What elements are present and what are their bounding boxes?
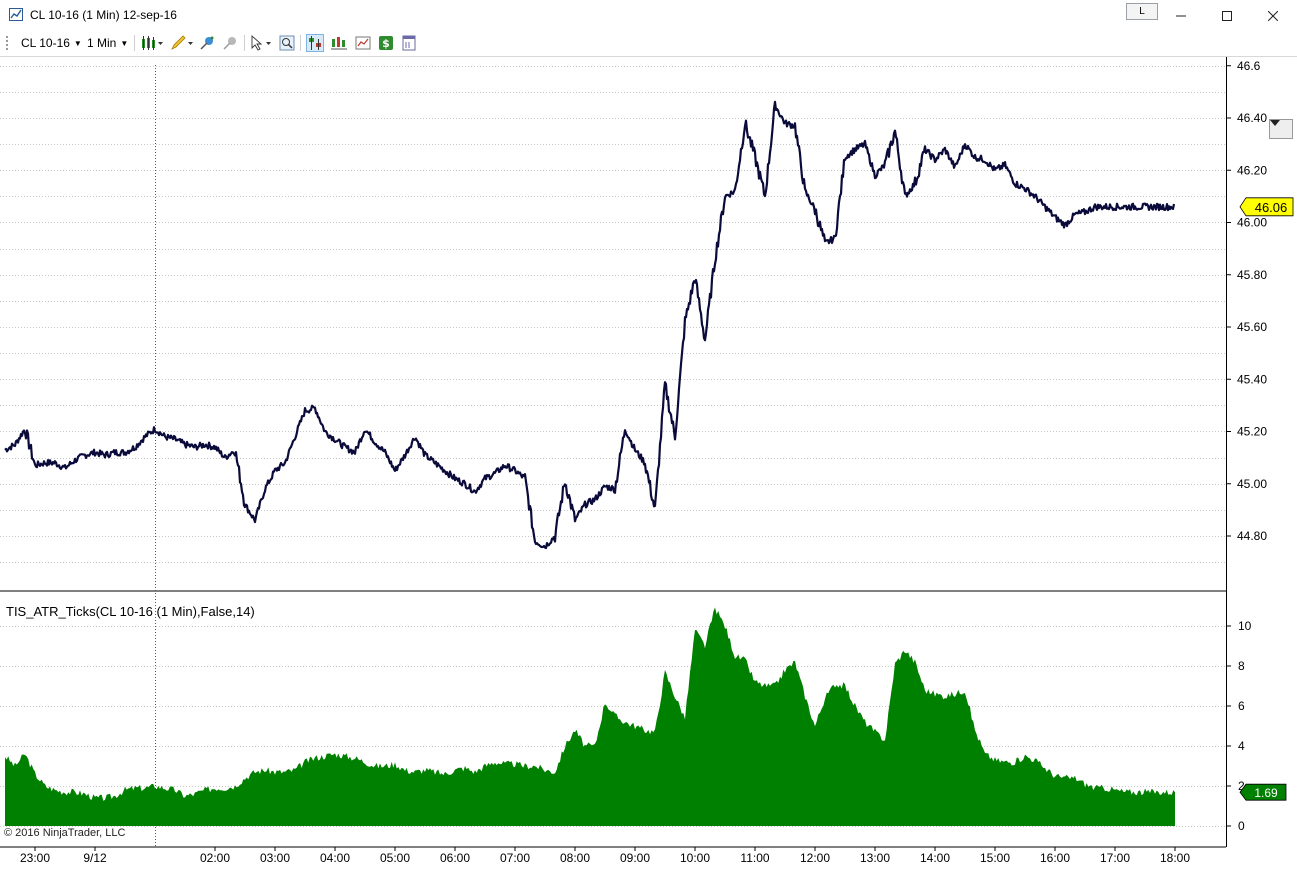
time-tick-label: 12:00 [800,851,830,865]
time-tick-label: 07:00 [500,851,530,865]
price-tick-label: 45.00 [1237,477,1267,491]
chart-style-icon[interactable] [331,35,347,51]
time-tick-label: 10:00 [680,851,710,865]
chart-area[interactable]: 44.80 45.00 45.20 45.40 45.60 45.80 46.00 46.20… [0,57,1297,879]
instrument-dropdown[interactable]: CL 10-16 ▼ [21,36,82,50]
price-tick-label: 46.6 [1237,59,1261,73]
instrument-label: CL 10-16 [21,36,70,50]
chart-canvas[interactable]: 44.80 45.00 45.20 45.40 45.60 45.80 46.00 46.20… [0,57,1297,879]
toolbar-separator [134,35,135,51]
price-tick-label: 45.60 [1237,320,1267,334]
atr-tick-label: 6 [1238,699,1245,713]
atr-axis-ticks: 0 2 4 6 8 10 [1226,619,1252,833]
pencil-draw-icon[interactable] [170,35,194,51]
time-tick-label: 23:00 [20,851,50,865]
link-button[interactable]: L [1126,3,1158,20]
price-tick-label: 46.20 [1237,163,1267,177]
time-tick-label: 06:00 [440,851,470,865]
zoom-icon[interactable] [279,35,295,51]
atr-last-label: 1.69 [1254,786,1278,800]
price-tick-label: 46.00 [1237,216,1267,230]
price-series-line [4,100,1176,550]
window-title: CL 10-16 (1 Min) 12-sep-16 [30,8,177,22]
time-tick-label: 17:00 [1100,851,1130,865]
time-tick-label: 03:00 [260,851,290,865]
interval-label: 1 Min [87,36,117,50]
atr-tick-label: 4 [1238,739,1245,753]
title-bar: CL 10-16 (1 Min) 12-sep-16 L [0,0,1297,31]
interval-dropdown[interactable]: 1 Min ▼ [87,36,128,50]
dollar-icon[interactable]: $ [378,35,394,51]
atr-last-box [1239,783,1287,801]
maximize-icon[interactable] [1204,0,1250,31]
price-tick-label: 44.80 [1237,529,1267,543]
chart-toolbar: CL 10-16 ▼ 1 Min ▼ [0,31,1297,57]
atr-last-marker: 1.69 [1239,783,1287,801]
pin-icon[interactable] [199,35,215,51]
time-tick-label: 08:00 [560,851,590,865]
copyright-notice: © 2016 NinjaTrader, LLC [4,827,126,839]
minimize-icon[interactable] [1158,0,1204,31]
template-icon[interactable] [401,35,417,51]
time-tick-label: 18:00 [1160,851,1190,865]
time-tick-label: 14:00 [920,851,950,865]
toolbar-grip[interactable] [6,36,10,50]
price-gridlines [0,66,1226,563]
chevron-down-icon: ▼ [73,38,82,48]
price-tick-label: 45.80 [1237,268,1267,282]
time-tick-label: 02:00 [200,851,230,865]
svg-text:$: $ [382,37,390,50]
time-tick-label: 04:00 [320,851,350,865]
price-tick-label: 45.40 [1237,372,1267,386]
bar-type-icon[interactable] [140,35,164,51]
last-price-marker: 46.06 [1239,197,1294,217]
toolbar-separator [244,35,245,51]
chevron-down-icon[interactable] [1269,119,1293,139]
chart-app-icon [9,8,23,21]
atr-area [5,607,1175,826]
indicator-pane-title: TIS_ATR_Ticks(CL 10-16 (1 Min),False,14) [6,604,255,619]
time-tick-label: 09:00 [620,851,650,865]
time-tick-label: 15:00 [980,851,1010,865]
price-tick-label: 46.40 [1237,111,1267,125]
price-axis-ticks: 44.80 45.00 45.20 45.40 45.60 45.80 46.00 46.20… [1226,59,1267,543]
pin-disabled-icon[interactable] [222,35,238,51]
last-price-box [1239,197,1294,217]
time-tick-label: 16:00 [1040,851,1070,865]
toolbar-separator [300,35,301,51]
last-price-label: 46.06 [1255,200,1288,215]
close-icon[interactable] [1250,0,1296,31]
chevron-down-icon: ▼ [120,38,129,48]
atr-tick-label: 2 [1238,779,1245,793]
time-tick-label: 05:00 [380,851,410,865]
price-tick-label: 45.20 [1237,425,1267,439]
atr-tick-label: 0 [1238,819,1245,833]
data-box-icon[interactable] [306,34,324,52]
cursor-icon[interactable] [250,35,274,51]
time-tick-label: 11:00 [740,851,769,865]
chart-properties-icon[interactable] [355,35,371,51]
time-axis-ticks: 23:00 9/12 02:00 03:00 04:00 05:00 06:00 07:00 0… [20,847,1190,865]
time-tick-label: 9/12 [83,851,107,865]
atr-tick-label: 8 [1238,659,1245,673]
atr-tick-label: 10 [1238,619,1252,633]
time-tick-label: 13:00 [860,851,890,865]
